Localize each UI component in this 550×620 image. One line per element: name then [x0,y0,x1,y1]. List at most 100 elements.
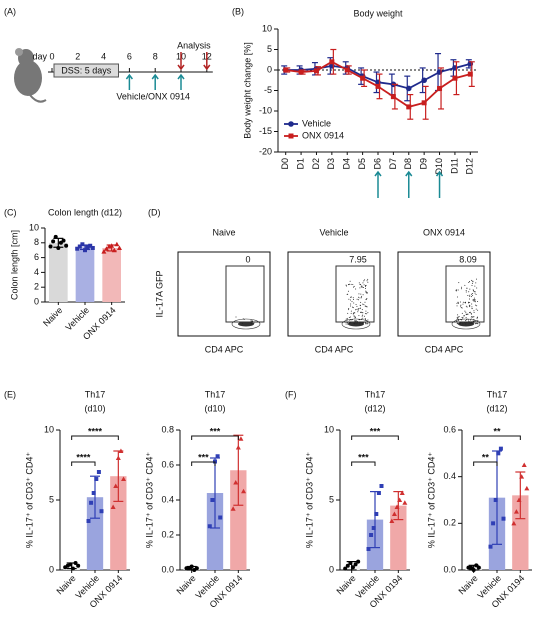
chart-subtitle: (d10) [204,403,225,413]
point [356,559,361,564]
y-tick-label: 8 [34,237,39,247]
flow-event [349,280,351,282]
flow-event [471,279,473,281]
flow-event [472,320,474,322]
flow-event [367,322,369,324]
flow-event [357,299,359,301]
flow-event [365,310,367,312]
flow-event [465,311,467,313]
flow-event [235,316,237,318]
flow-event [360,307,362,309]
flow-event [364,319,366,321]
significance-label: *** [370,426,381,436]
significance-bracket [351,435,399,440]
point [375,83,381,89]
flow-event [474,291,476,293]
y-tick-label: 5 [329,494,334,504]
y-axis-label: % IL-17⁺ of CD3⁺ CD4⁺ [426,452,436,549]
day-tick-label: 2 [75,51,80,61]
day-label: day [32,51,47,61]
significance-bracket [351,461,376,466]
y-axis-label: % IL-17⁺ of CD3⁺ CD4⁺ [144,452,154,549]
flow-event [367,281,369,283]
flow-event [360,297,362,299]
significance-bracket [473,461,498,466]
point [89,500,94,505]
flow-event [361,286,363,288]
significance-label: ** [482,452,490,462]
flow-event [465,320,467,322]
flow-event [468,321,470,323]
point [371,526,376,530]
flow-event [356,320,358,322]
flow-event [458,316,460,318]
flow-event [465,289,467,291]
significance-bracket [71,461,96,466]
flow-event [359,297,361,299]
panel-label: (F) [285,389,297,399]
flow-event [462,318,464,320]
flow-event [460,288,462,290]
flow-event [470,312,472,314]
point [101,249,107,254]
point [524,485,530,491]
flow-event [367,278,369,280]
x-tick-label: D6 [372,158,382,170]
y-tick-label: 0 [267,64,272,74]
point [241,488,247,494]
y-axis-label: Body weight change [%] [242,42,252,139]
flow-event [362,312,364,314]
point [353,562,358,567]
flow-event [473,291,475,293]
flow-event [356,305,358,307]
point [345,563,350,568]
flow-event [469,288,471,290]
flow-event [353,312,355,314]
flow-event [470,321,472,323]
flow-event [365,320,367,322]
flow-gate [335,265,375,323]
flow-event [352,307,354,309]
flow-event [469,295,471,297]
x-tick-label: D11 [449,158,459,174]
flow-event [456,305,458,307]
flow-event [365,290,367,292]
x-tick-label: D5 [357,158,367,170]
flow-event [345,284,347,286]
point [399,490,405,495]
flow-event [358,293,360,295]
x-tick-label: D4 [342,158,352,170]
analysis-label: Analysis [177,40,211,50]
flow-event [364,288,366,290]
flow-event [477,300,479,302]
flow-event [471,303,473,305]
flow-event [465,305,467,307]
flow-gate-value: 0 [245,254,250,264]
point [64,243,69,248]
y-tick-label: -5 [264,85,272,95]
panel-label: (D) [148,207,161,217]
y-tick-label: 5 [49,494,54,504]
chart-title: Body weight [353,8,403,18]
panel-label: (C) [4,207,17,217]
y-tick-label: 0.4 [443,471,456,481]
flow-title: Vehicle [319,227,348,237]
flow-event [347,290,349,292]
y-tick-label: -20 [259,146,272,156]
flow-event [468,280,470,282]
flow-event [354,312,356,314]
flow-event [349,299,351,301]
point [360,75,366,81]
flow-event [358,315,360,317]
flow-event [457,318,459,320]
flow-event [471,307,473,309]
flow-event [356,298,358,300]
flow-event [365,299,367,301]
flow-event [471,316,473,318]
y-tick-label: 4 [34,267,39,277]
flow-event [465,323,467,325]
point [391,511,397,516]
flow-event [347,323,349,325]
flow-event [472,300,474,302]
flow-event [250,319,252,321]
